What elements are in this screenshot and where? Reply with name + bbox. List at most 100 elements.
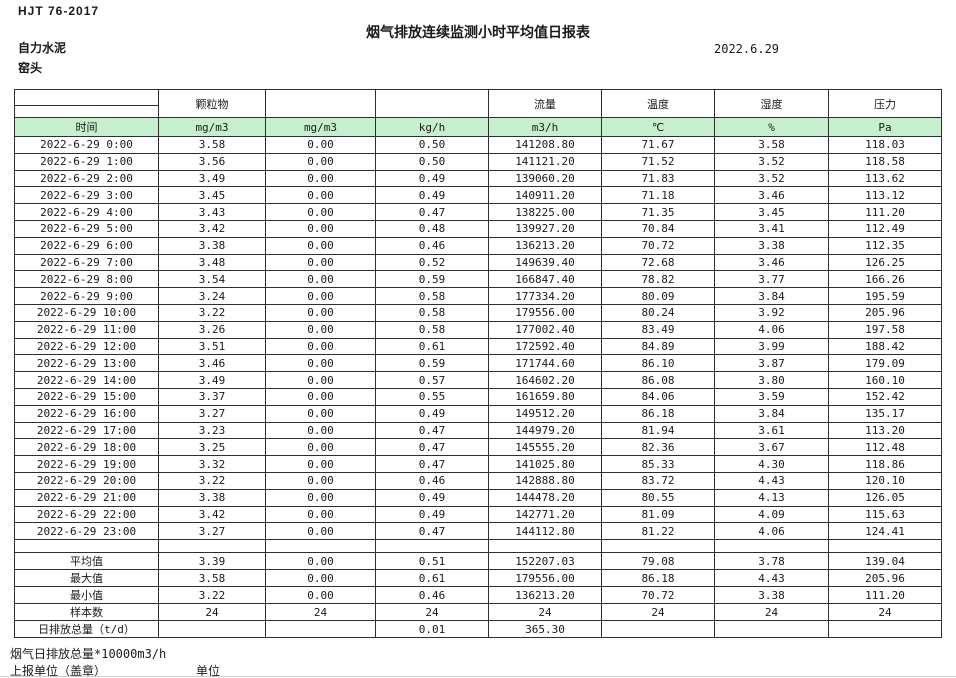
value-cell: 4.30: [714, 455, 829, 473]
value-cell: 144112.80: [488, 522, 602, 541]
bottom-divider: [0, 676, 956, 677]
value-cell: 0.00: [265, 287, 376, 305]
value-cell: 0.00: [265, 505, 376, 524]
value-cell: 0.00: [265, 320, 376, 339]
summary-value-cell: 3.22: [158, 586, 266, 605]
summary-value-cell: 0.01: [375, 620, 489, 639]
blank-cell: [14, 539, 159, 554]
value-cell: 4.43: [714, 471, 829, 490]
value-cell: 0.00: [265, 421, 376, 440]
value-cell: 3.52: [714, 169, 829, 188]
value-cell: 3.56: [158, 152, 266, 171]
value-cell: 0.00: [265, 236, 376, 255]
value-cell: 3.46: [714, 253, 829, 272]
value-cell: 81.22: [601, 522, 715, 541]
summary-value-cell: 70.72: [601, 586, 715, 605]
value-cell: 86.08: [601, 371, 715, 389]
value-cell: 126.05: [828, 488, 942, 507]
blank-cell: [828, 539, 942, 554]
units-celsius: ℃: [601, 117, 715, 137]
units-pa: Pa: [828, 117, 942, 137]
value-cell: 80.09: [601, 287, 715, 305]
value-cell: 71.52: [601, 152, 715, 171]
time-cell: 2022-6-29 20:00: [14, 471, 159, 490]
value-cell: 78.82: [601, 270, 715, 289]
value-cell: 0.48: [375, 219, 489, 238]
value-cell: 0.00: [265, 404, 376, 423]
value-cell: 141208.80: [488, 136, 602, 154]
value-cell: 141121.20: [488, 152, 602, 171]
units-time: 时间: [14, 117, 159, 137]
summary-value-cell: 24: [601, 603, 715, 622]
units-m3-h: m3/h: [488, 117, 602, 137]
value-cell: 0.49: [375, 505, 489, 524]
value-cell: 161659.80: [488, 387, 602, 406]
time-cell: 2022-6-29 11:00: [14, 320, 159, 339]
footer-note: 烟气日排放总量*10000m3/h: [10, 647, 167, 661]
value-cell: 71.83: [601, 169, 715, 188]
value-cell: 3.48: [158, 253, 266, 272]
value-cell: 144979.20: [488, 421, 602, 440]
summary-label-cell: 平均值: [14, 552, 159, 571]
value-cell: 144478.20: [488, 488, 602, 507]
value-cell: 3.22: [158, 303, 266, 322]
value-cell: 166.26: [828, 270, 942, 289]
header-pressure: 压力: [828, 89, 942, 118]
value-cell: 0.00: [265, 522, 376, 541]
value-cell: 71.35: [601, 203, 715, 221]
header-particulate: 颗粒物: [158, 89, 266, 118]
summary-value-cell: [828, 620, 942, 639]
value-cell: 179.09: [828, 354, 942, 373]
value-cell: 85.33: [601, 455, 715, 473]
value-cell: 112.48: [828, 438, 942, 457]
page-title: 烟气排放连续监测小时平均值日报表: [366, 25, 590, 41]
table-row: 2022-6-29 9:00 3.24 0.00 0.58 177334.20 80.09…: [14, 287, 942, 305]
summary-value-cell: 24: [488, 603, 602, 622]
value-cell: 0.00: [265, 354, 376, 373]
summary-value-cell: 79.08: [601, 552, 715, 571]
time-cell: 2022-6-29 18:00: [14, 438, 159, 457]
summary-value-cell: 0.51: [375, 552, 489, 571]
value-cell: 3.58: [714, 136, 829, 154]
time-cell: 2022-6-29 10:00: [14, 303, 159, 322]
value-cell: 111.20: [828, 203, 942, 221]
station-name: 窑头: [18, 61, 43, 75]
blank-cell: [714, 539, 829, 554]
value-cell: 113.20: [828, 421, 942, 440]
table-row: 2022-6-29 16:00 3.27 0.00 0.49 149512.20 86.1…: [14, 404, 942, 423]
summary-value-cell: 0.46: [375, 586, 489, 605]
value-cell: 4.13: [714, 488, 829, 507]
footer-unit-label: 单位: [196, 664, 221, 678]
time-cell: 2022-6-29 12:00: [14, 337, 159, 356]
value-cell: 112.35: [828, 236, 942, 255]
summary-row: 平均值 3.39 0.00 0.51 152207.03 79.08 3.78 139.04: [14, 552, 942, 571]
value-cell: 0.00: [265, 270, 376, 289]
value-cell: 139060.20: [488, 169, 602, 188]
value-cell: 179556.00: [488, 303, 602, 322]
table-row: 2022-6-29 20:00 3.22 0.00 0.46 142888.80 83.7…: [14, 471, 942, 490]
value-cell: 0.00: [265, 253, 376, 272]
value-cell: 81.09: [601, 505, 715, 524]
time-cell: 2022-6-29 6:00: [14, 236, 159, 255]
value-cell: 3.41: [714, 219, 829, 238]
table-row: 2022-6-29 18:00 3.25 0.00 0.47 145555.20 82.3…: [14, 438, 942, 457]
summary-label-cell: 样本数: [14, 603, 159, 622]
value-cell: 3.23: [158, 421, 266, 440]
value-cell: 113.62: [828, 169, 942, 188]
value-cell: 0.00: [265, 186, 376, 205]
spacer-row: [14, 539, 942, 554]
value-cell: 71.67: [601, 136, 715, 154]
units-percent: %: [714, 117, 829, 137]
table-row: 2022-6-29 17:00 3.23 0.00 0.47 144979.20 81.9…: [14, 421, 942, 440]
value-cell: 124.41: [828, 522, 942, 541]
value-cell: 82.36: [601, 438, 715, 457]
value-cell: 138225.00: [488, 203, 602, 221]
value-cell: 3.45: [714, 203, 829, 221]
value-cell: 71.18: [601, 186, 715, 205]
value-cell: 3.22: [158, 471, 266, 490]
units-mg-m3-b: mg/m3: [265, 117, 376, 137]
value-cell: 205.96: [828, 303, 942, 322]
summary-value-cell: 86.18: [601, 569, 715, 588]
summary-value-cell: 139.04: [828, 552, 942, 571]
table-row: 2022-6-29 15:00 3.37 0.00 0.55 161659.80 84.0…: [14, 387, 942, 406]
